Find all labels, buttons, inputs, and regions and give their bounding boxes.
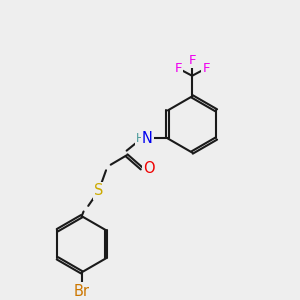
Text: S: S — [94, 183, 103, 198]
Text: F: F — [202, 62, 210, 75]
Text: N: N — [142, 131, 153, 146]
Text: Br: Br — [74, 284, 90, 298]
Text: H: H — [136, 132, 145, 145]
Text: F: F — [174, 62, 182, 75]
Text: F: F — [188, 54, 196, 67]
Text: O: O — [143, 161, 155, 176]
